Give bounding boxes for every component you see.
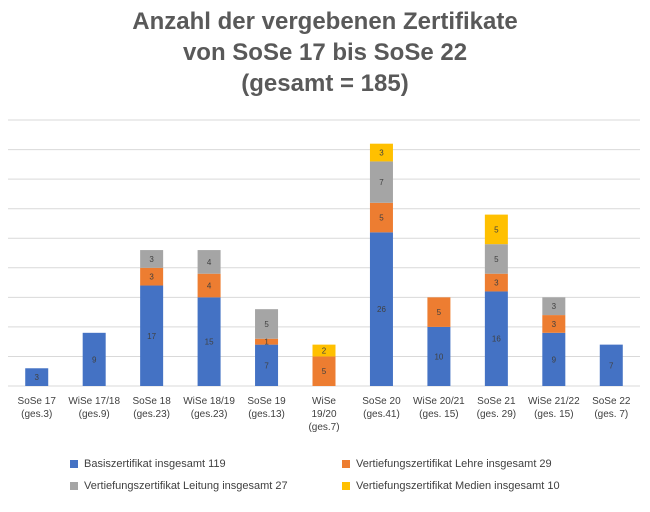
legend-item-lehre: Vertiefungszertifikat Lehre insgesamt 29: [342, 458, 552, 470]
x-tick-label: (ges. 15): [419, 409, 458, 420]
data-label-basis: 7: [264, 361, 269, 370]
x-tick-label: (ges. 7): [594, 409, 628, 420]
legend-item-medien: Vertiefungszertifikat Medien insgesamt 1…: [342, 480, 560, 492]
legend-label-lehre: Vertiefungszertifikat Lehre insgesamt 29: [356, 458, 552, 470]
data-label-basis: 9: [92, 355, 97, 364]
data-label-lehre: 3: [494, 279, 499, 288]
x-tick-label: 19/20: [311, 409, 336, 420]
x-tick-label: WiSe 18/19: [183, 396, 235, 407]
bar-segment-lehre: [484, 273, 508, 292]
bar-segment-basis: [427, 326, 451, 386]
data-label-basis: 3: [35, 373, 40, 382]
bar-segment-lehre: [369, 202, 393, 233]
bar-segment-leitung: [484, 244, 508, 274]
legend-swatch-basis: [70, 460, 78, 468]
x-tick-label: (ges.41): [363, 409, 400, 420]
x-tick-label: (ges. 29): [477, 409, 516, 420]
bar-segment-basis: [25, 368, 49, 386]
x-tick-label: SoSe 19: [247, 396, 286, 407]
bar-segment-basis: [369, 232, 393, 386]
bar-segment-leitung: [140, 250, 164, 268]
bar-segment-basis: [484, 291, 508, 386]
x-tick-label: WiSe: [312, 396, 336, 407]
bar-segment-lehre: [312, 356, 336, 386]
legend-label-leitung: Vertiefungszertifikat Leitung insgesamt …: [84, 480, 288, 492]
data-label-leitung: 3: [149, 255, 154, 264]
chart-title-line-3: (gesamt = 185): [241, 70, 409, 97]
chart-title-line-1: Anzahl der vergebenen Zertifikate: [132, 8, 518, 35]
data-label-leitung: 7: [379, 178, 384, 187]
x-tick-label: WiSe 20/21: [413, 396, 465, 407]
data-label-leitung: 3: [552, 302, 557, 311]
x-tick-label: WiSe 21/22: [528, 396, 580, 407]
data-label-lehre: 3: [149, 273, 154, 282]
x-tick-label: SoSe 21: [477, 396, 516, 407]
bar-segment-basis: [599, 344, 623, 386]
bar-segment-basis: [140, 285, 164, 386]
data-label-lehre: 5: [437, 308, 442, 317]
bar-segment-lehre: [197, 273, 221, 298]
legend-swatch-lehre: [342, 460, 350, 468]
data-label-leitung: 4: [207, 258, 212, 267]
x-tick-label: SoSe 20: [362, 396, 401, 407]
legend-item-basis: Basiszertifikat insgesamt 119: [70, 458, 226, 470]
bar-segment-medien: [484, 214, 508, 245]
bar-segment-medien: [369, 143, 393, 162]
x-tick-label: (ges.23): [133, 409, 170, 420]
x-tick-label: (ges.23): [191, 409, 228, 420]
x-tick-label: SoSe 18: [132, 396, 171, 407]
data-label-basis: 17: [147, 332, 156, 341]
bar-segment-leitung: [542, 297, 566, 316]
bar-segment-leitung: [369, 161, 393, 203]
bar-segment-medien: [312, 344, 336, 357]
x-tick-label: (ges.9): [79, 409, 110, 420]
x-tick-label: (ges.7): [308, 422, 339, 433]
legend-swatch-medien: [342, 482, 350, 490]
legend-label-medien: Vertiefungszertifikat Medien insgesamt 1…: [356, 480, 560, 492]
bar-segment-basis: [542, 332, 566, 386]
bar-segment-lehre: [140, 267, 164, 286]
bar-segment-lehre: [427, 297, 451, 327]
data-label-basis: 15: [205, 338, 214, 347]
x-tick-label: (ges.13): [248, 409, 285, 420]
bar-segment-leitung: [255, 309, 279, 339]
data-label-medien: 5: [494, 225, 499, 234]
data-label-basis: 7: [609, 361, 614, 370]
bar-segment-leitung: [197, 250, 221, 274]
x-tick-label: (ges. 15): [534, 409, 573, 420]
data-label-basis: 26: [377, 305, 386, 314]
data-label-leitung: 5: [264, 320, 269, 329]
legend-swatch-leitung: [70, 482, 78, 490]
x-tick-label: SoSe 17: [18, 396, 57, 407]
data-label-lehre: 5: [379, 214, 384, 223]
data-label-lehre: 3: [552, 320, 557, 329]
data-label-lehre: 5: [322, 367, 327, 376]
chart-title-line-2: von SoSe 17 bis SoSe 22: [182, 39, 468, 66]
legend-label-basis: Basiszertifikat insgesamt 119: [84, 458, 226, 470]
x-tick-label: SoSe 22: [592, 396, 631, 407]
bar-segment-basis: [197, 297, 221, 386]
bar-segment-basis: [82, 332, 106, 386]
bar-segment-basis: [255, 344, 279, 386]
data-label-lehre: 4: [207, 282, 212, 291]
x-tick-label: (ges.3): [21, 409, 52, 420]
data-label-medien: 2: [322, 347, 327, 356]
data-label-medien: 3: [379, 149, 384, 158]
data-label-basis: 16: [492, 335, 501, 344]
data-label-basis: 9: [552, 355, 557, 364]
bar-segment-lehre: [542, 315, 566, 333]
data-label-basis: 10: [434, 352, 443, 361]
data-label-leitung: 5: [494, 255, 499, 264]
x-tick-label: WiSe 17/18: [68, 396, 120, 407]
chart-title: Anzahl der vergebenen Zertifikate von So…: [0, 6, 650, 99]
bar-segment-lehre: [255, 338, 279, 345]
legend-item-leitung: Vertiefungszertifikat Leitung insgesamt …: [70, 480, 288, 492]
data-label-lehre: 1: [264, 338, 269, 347]
